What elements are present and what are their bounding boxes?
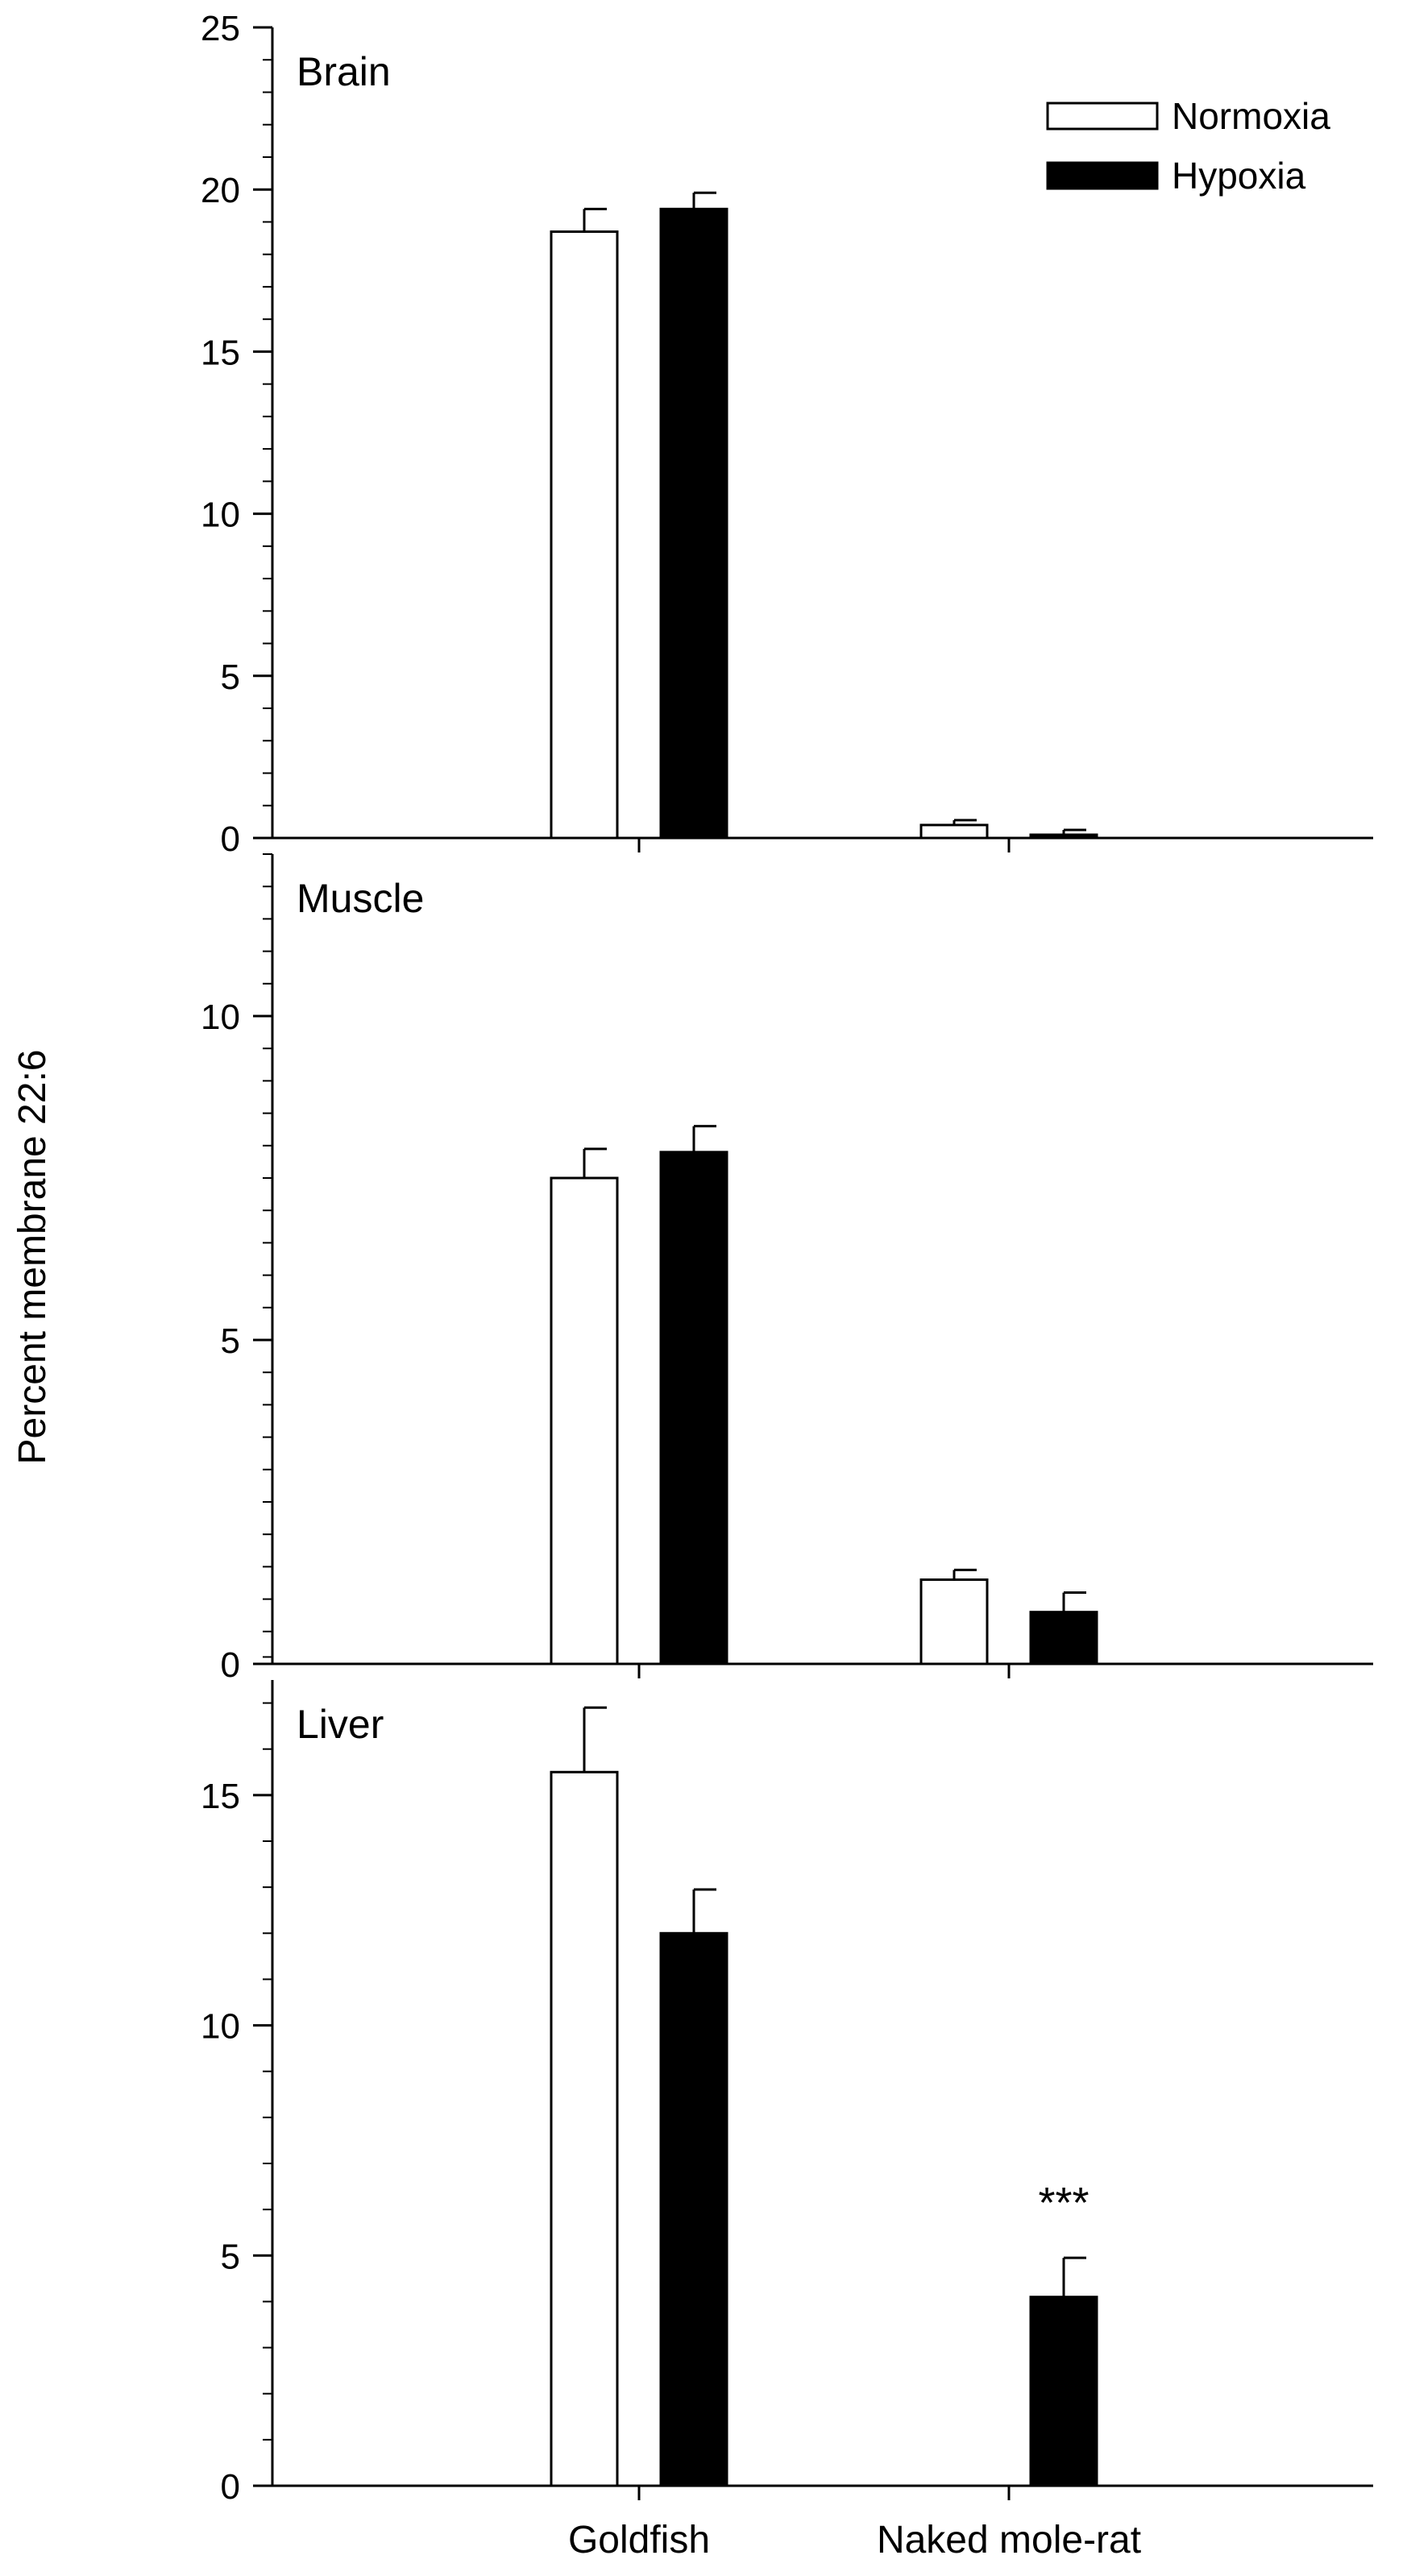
legend-swatch-hypoxia: [1046, 161, 1159, 190]
x-tick-label-naked-mole-rat: Naked mole-rat: [877, 2519, 1141, 2561]
legend: Normoxia Hypoxia: [1046, 95, 1330, 197]
bar-hypoxia-naked-mole-rat: [1029, 1611, 1098, 1665]
bar-hypoxia-goldfish: [659, 207, 728, 840]
legend-label-hypoxia: Hypoxia: [1172, 155, 1306, 197]
y-tick-label: 10: [201, 496, 240, 535]
y-tick-label: 5: [221, 1321, 240, 1361]
y-tick-label: 25: [201, 9, 240, 48]
y-tick-label: 15: [201, 333, 240, 372]
panel-brain: 0 5 10 15 20 25 Brain: [201, 9, 1373, 859]
panel-title: Brain: [297, 49, 391, 94]
bar-hypoxia-naked-mole-rat: [1029, 2296, 1098, 2487]
panel-title: Muscle: [297, 876, 424, 921]
x-tick-label-goldfish: Goldfish: [568, 2519, 710, 2561]
bar-normoxia-naked-mole-rat: [919, 823, 989, 840]
y-tick-label: 10: [201, 2007, 240, 2047]
y-tick-label: 5: [221, 657, 240, 697]
panel-liver: 0 5 10 15 Liver ***: [201, 1656, 1373, 2507]
y-tick-label: 15: [201, 1777, 240, 1816]
y-tick-label: 5: [221, 2237, 240, 2276]
y-axis-label: Percent membrane 22:6: [11, 1050, 54, 1465]
bar-normoxia-naked-mole-rat: [919, 1578, 989, 1665]
y-tick-label: 0: [221, 1645, 240, 1685]
bar-hypoxia-goldfish: [659, 1931, 728, 2487]
panel-muscle: 0 5 10 Muscle: [201, 853, 1373, 1685]
legend-label-normoxia: Normoxia: [1172, 95, 1330, 137]
y-tick-label: 10: [201, 998, 240, 1037]
bar-normoxia-goldfish: [550, 230, 619, 840]
bar-hypoxia-goldfish: [659, 1151, 728, 1665]
legend-swatch-normoxia: [1046, 102, 1159, 131]
y-tick-label: 0: [221, 2467, 240, 2507]
significance-marker: ***: [1038, 2179, 1089, 2227]
bar-normoxia-goldfish: [550, 1176, 619, 1665]
chart-panels: 0 5 10 15 20 25 Brain 0 5 10 Muscle 0 5 10 15 Liver ***: [201, 9, 1373, 2507]
bar-normoxia-goldfish: [550, 1770, 619, 2487]
panel-title: Liver: [297, 1702, 384, 1747]
bar-hypoxia-naked-mole-rat: [1029, 833, 1098, 840]
y-tick-label: 20: [201, 171, 240, 210]
y-tick-label: 0: [221, 819, 240, 859]
